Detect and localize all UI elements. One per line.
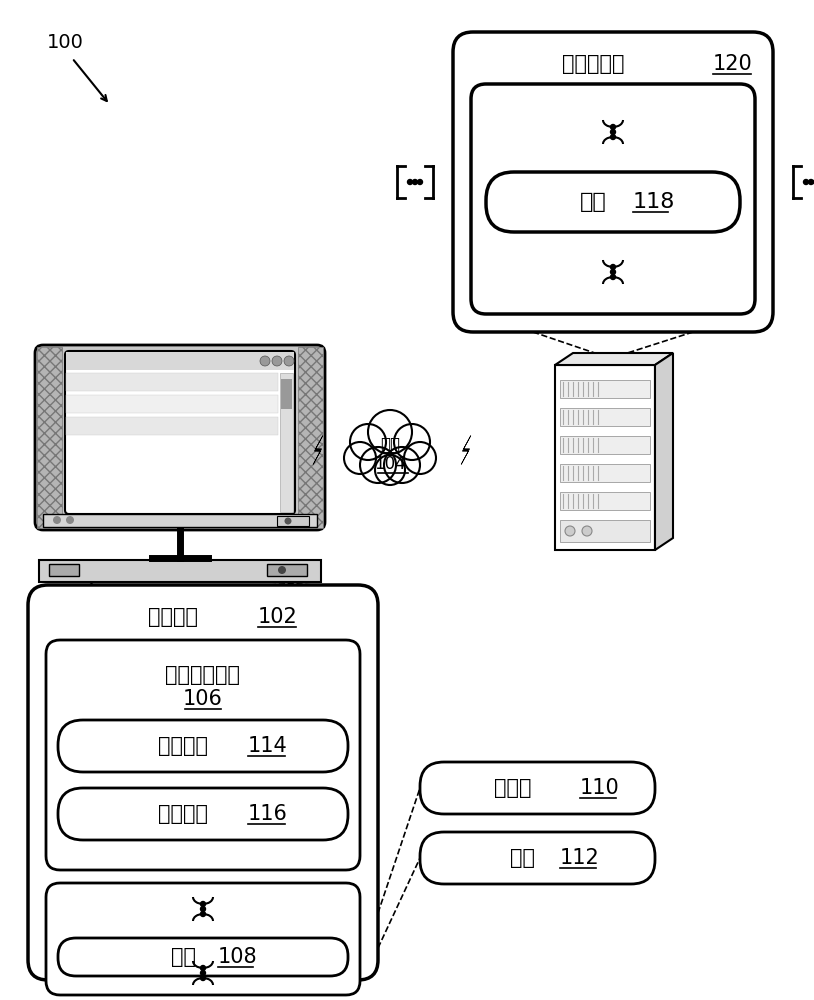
Circle shape — [368, 410, 412, 454]
Text: 116: 116 — [248, 804, 288, 824]
Text: 106: 106 — [183, 689, 223, 709]
Text: 112: 112 — [559, 848, 599, 868]
Circle shape — [394, 424, 430, 460]
Text: 文件: 文件 — [580, 192, 606, 212]
Text: 文件管理模块: 文件管理模块 — [165, 665, 240, 685]
FancyBboxPatch shape — [471, 84, 755, 314]
FancyBboxPatch shape — [65, 351, 295, 514]
Bar — [66, 395, 278, 413]
Circle shape — [384, 447, 420, 483]
Circle shape — [360, 447, 396, 483]
Bar — [66, 352, 294, 370]
Circle shape — [610, 274, 615, 279]
FancyBboxPatch shape — [453, 32, 773, 332]
Text: 计算装置: 计算装置 — [148, 607, 198, 627]
Circle shape — [413, 180, 418, 184]
Circle shape — [260, 356, 270, 366]
Bar — [66, 373, 278, 391]
Text: 100: 100 — [47, 32, 84, 51]
Circle shape — [565, 526, 575, 536]
Bar — [37, 347, 62, 528]
Bar — [560, 380, 650, 398]
Bar — [66, 417, 278, 435]
Bar — [277, 516, 309, 526]
Circle shape — [278, 566, 286, 574]
Circle shape — [375, 455, 405, 485]
Text: 118: 118 — [633, 192, 676, 212]
Text: 104: 104 — [374, 455, 406, 473]
FancyBboxPatch shape — [420, 762, 655, 814]
Text: 库文件: 库文件 — [494, 778, 532, 798]
Text: 108: 108 — [218, 947, 257, 967]
Text: 114: 114 — [248, 736, 288, 756]
FancyBboxPatch shape — [46, 883, 360, 995]
Circle shape — [408, 180, 413, 184]
Bar — [560, 464, 650, 482]
Circle shape — [200, 912, 205, 916]
Text: 102: 102 — [258, 607, 298, 627]
Polygon shape — [555, 353, 673, 365]
Bar — [555, 365, 655, 550]
Circle shape — [610, 269, 615, 274]
FancyBboxPatch shape — [28, 585, 378, 980]
FancyBboxPatch shape — [35, 345, 325, 530]
Circle shape — [610, 134, 615, 139]
Circle shape — [200, 902, 205, 906]
Polygon shape — [462, 436, 470, 464]
Text: 文件: 文件 — [170, 947, 195, 967]
Circle shape — [53, 516, 61, 524]
Circle shape — [803, 180, 808, 184]
Circle shape — [610, 264, 615, 269]
Circle shape — [200, 966, 205, 970]
FancyBboxPatch shape — [46, 640, 360, 870]
Circle shape — [404, 442, 436, 474]
Bar — [298, 347, 323, 528]
Text: 搜索模块: 搜索模块 — [158, 804, 208, 824]
Bar — [281, 379, 292, 409]
Bar — [280, 373, 293, 512]
Text: 120: 120 — [713, 54, 753, 74]
Circle shape — [200, 906, 205, 912]
Text: 服务供应商: 服务供应商 — [562, 54, 624, 74]
Circle shape — [272, 356, 282, 366]
Bar — [560, 436, 650, 454]
Polygon shape — [313, 436, 323, 464]
FancyBboxPatch shape — [420, 832, 655, 884]
Circle shape — [344, 442, 376, 474]
Circle shape — [200, 976, 205, 980]
Circle shape — [66, 516, 74, 524]
Bar — [43, 514, 317, 527]
Bar — [267, 564, 307, 576]
FancyBboxPatch shape — [58, 720, 348, 772]
Circle shape — [418, 180, 422, 184]
Circle shape — [284, 356, 294, 366]
FancyBboxPatch shape — [58, 788, 348, 840]
Circle shape — [285, 518, 291, 524]
Circle shape — [808, 180, 813, 184]
Circle shape — [610, 124, 615, 129]
Text: 属性模块: 属性模块 — [158, 736, 208, 756]
Bar — [49, 564, 79, 576]
Circle shape — [582, 526, 592, 536]
Bar — [560, 492, 650, 510]
Bar — [560, 408, 650, 426]
Circle shape — [200, 970, 205, 976]
Polygon shape — [655, 353, 673, 550]
FancyBboxPatch shape — [486, 172, 740, 232]
Circle shape — [350, 424, 386, 460]
FancyBboxPatch shape — [58, 938, 348, 976]
Bar — [560, 520, 650, 542]
Text: 110: 110 — [580, 778, 619, 798]
Bar — [39, 560, 321, 582]
Text: 应用: 应用 — [510, 848, 535, 868]
Text: 网络: 网络 — [380, 436, 400, 454]
Circle shape — [610, 129, 615, 134]
